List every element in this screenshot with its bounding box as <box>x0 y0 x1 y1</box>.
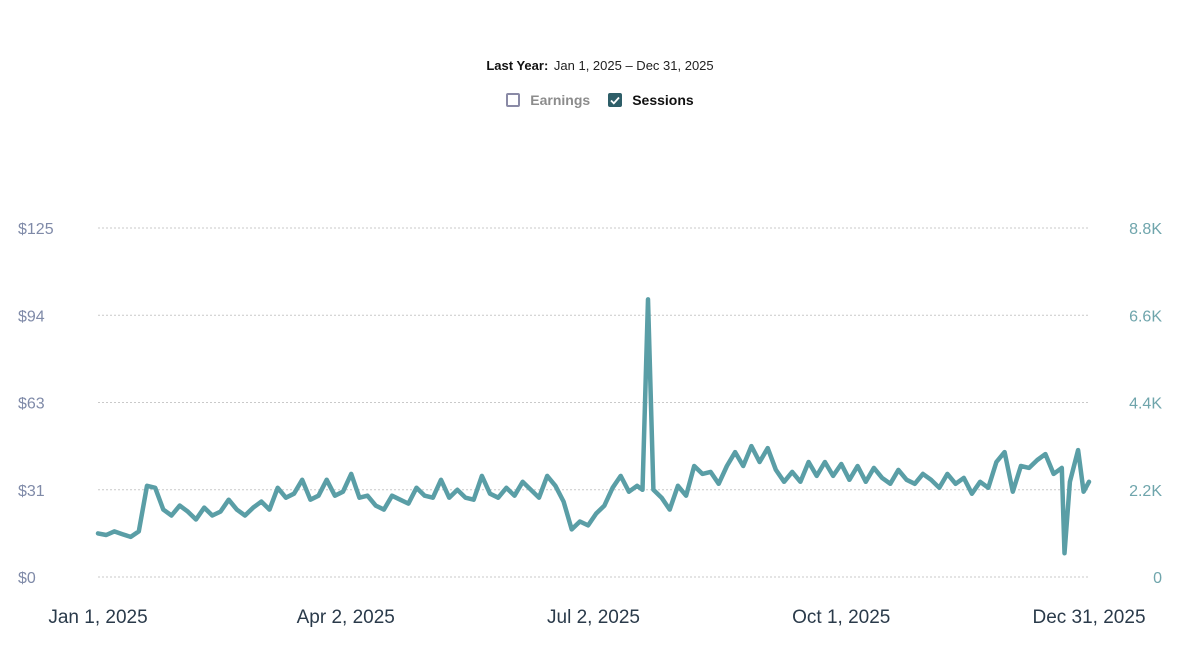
right-axis-tick-label: 6.6K <box>1129 308 1162 325</box>
x-axis-tick-label: Apr 2, 2025 <box>297 607 395 628</box>
left-axis-tick-label: $63 <box>18 396 45 413</box>
left-axis-tick-label: $0 <box>18 570 36 587</box>
date-range-value: Jan 1, 2025 – Dec 31, 2025 <box>553 58 714 73</box>
left-axis-ticks: $0 $31 $63 $94 $125 <box>18 221 54 587</box>
sessions-checkbox-icon[interactable] <box>608 93 623 107</box>
sessions-series-line <box>95 297 1092 556</box>
right-axis-tick-label: 2.2K <box>1129 483 1162 500</box>
x-axis-tick-label: Dec 31, 2025 <box>1032 607 1145 628</box>
left-axis-tick-label: $125 <box>18 221 54 238</box>
checkmark-icon <box>610 96 620 105</box>
left-axis-tick-label: $31 <box>18 483 45 500</box>
chart-legend: Earnings Sessions <box>0 92 1200 108</box>
legend-toggle-sessions[interactable]: Sessions <box>608 92 694 108</box>
right-axis-tick-label: 0 <box>1153 570 1162 587</box>
right-axis-ticks: 0 2.2K 4.4K 6.6K 8.8K <box>1129 221 1162 587</box>
earnings-checkbox-icon[interactable] <box>506 93 521 107</box>
grid-lines <box>98 227 1089 578</box>
x-axis-ticks: Jan 1, 2025 Apr 2, 2025 Jul 2, 2025 Oct 1, … <box>48 607 1145 628</box>
left-axis-tick-label: $94 <box>18 308 45 325</box>
x-axis-tick-label: Jul 2, 2025 <box>547 607 640 628</box>
series-layer <box>95 297 1092 556</box>
date-range-header: Last Year: Jan 1, 2025 – Dec 31, 2025 <box>0 58 1200 73</box>
legend-label-earnings: Earnings <box>530 92 591 108</box>
legend-label-sessions: Sessions <box>632 92 694 108</box>
x-axis-tick-label: Oct 1, 2025 <box>792 607 890 628</box>
x-axis-tick-label: Jan 1, 2025 <box>48 607 147 628</box>
right-axis-tick-label: 8.8K <box>1129 221 1162 238</box>
legend-toggle-earnings[interactable]: Earnings <box>506 92 590 108</box>
right-axis-tick-label: 4.4K <box>1129 396 1162 413</box>
date-range-label: Last Year: <box>486 58 549 73</box>
